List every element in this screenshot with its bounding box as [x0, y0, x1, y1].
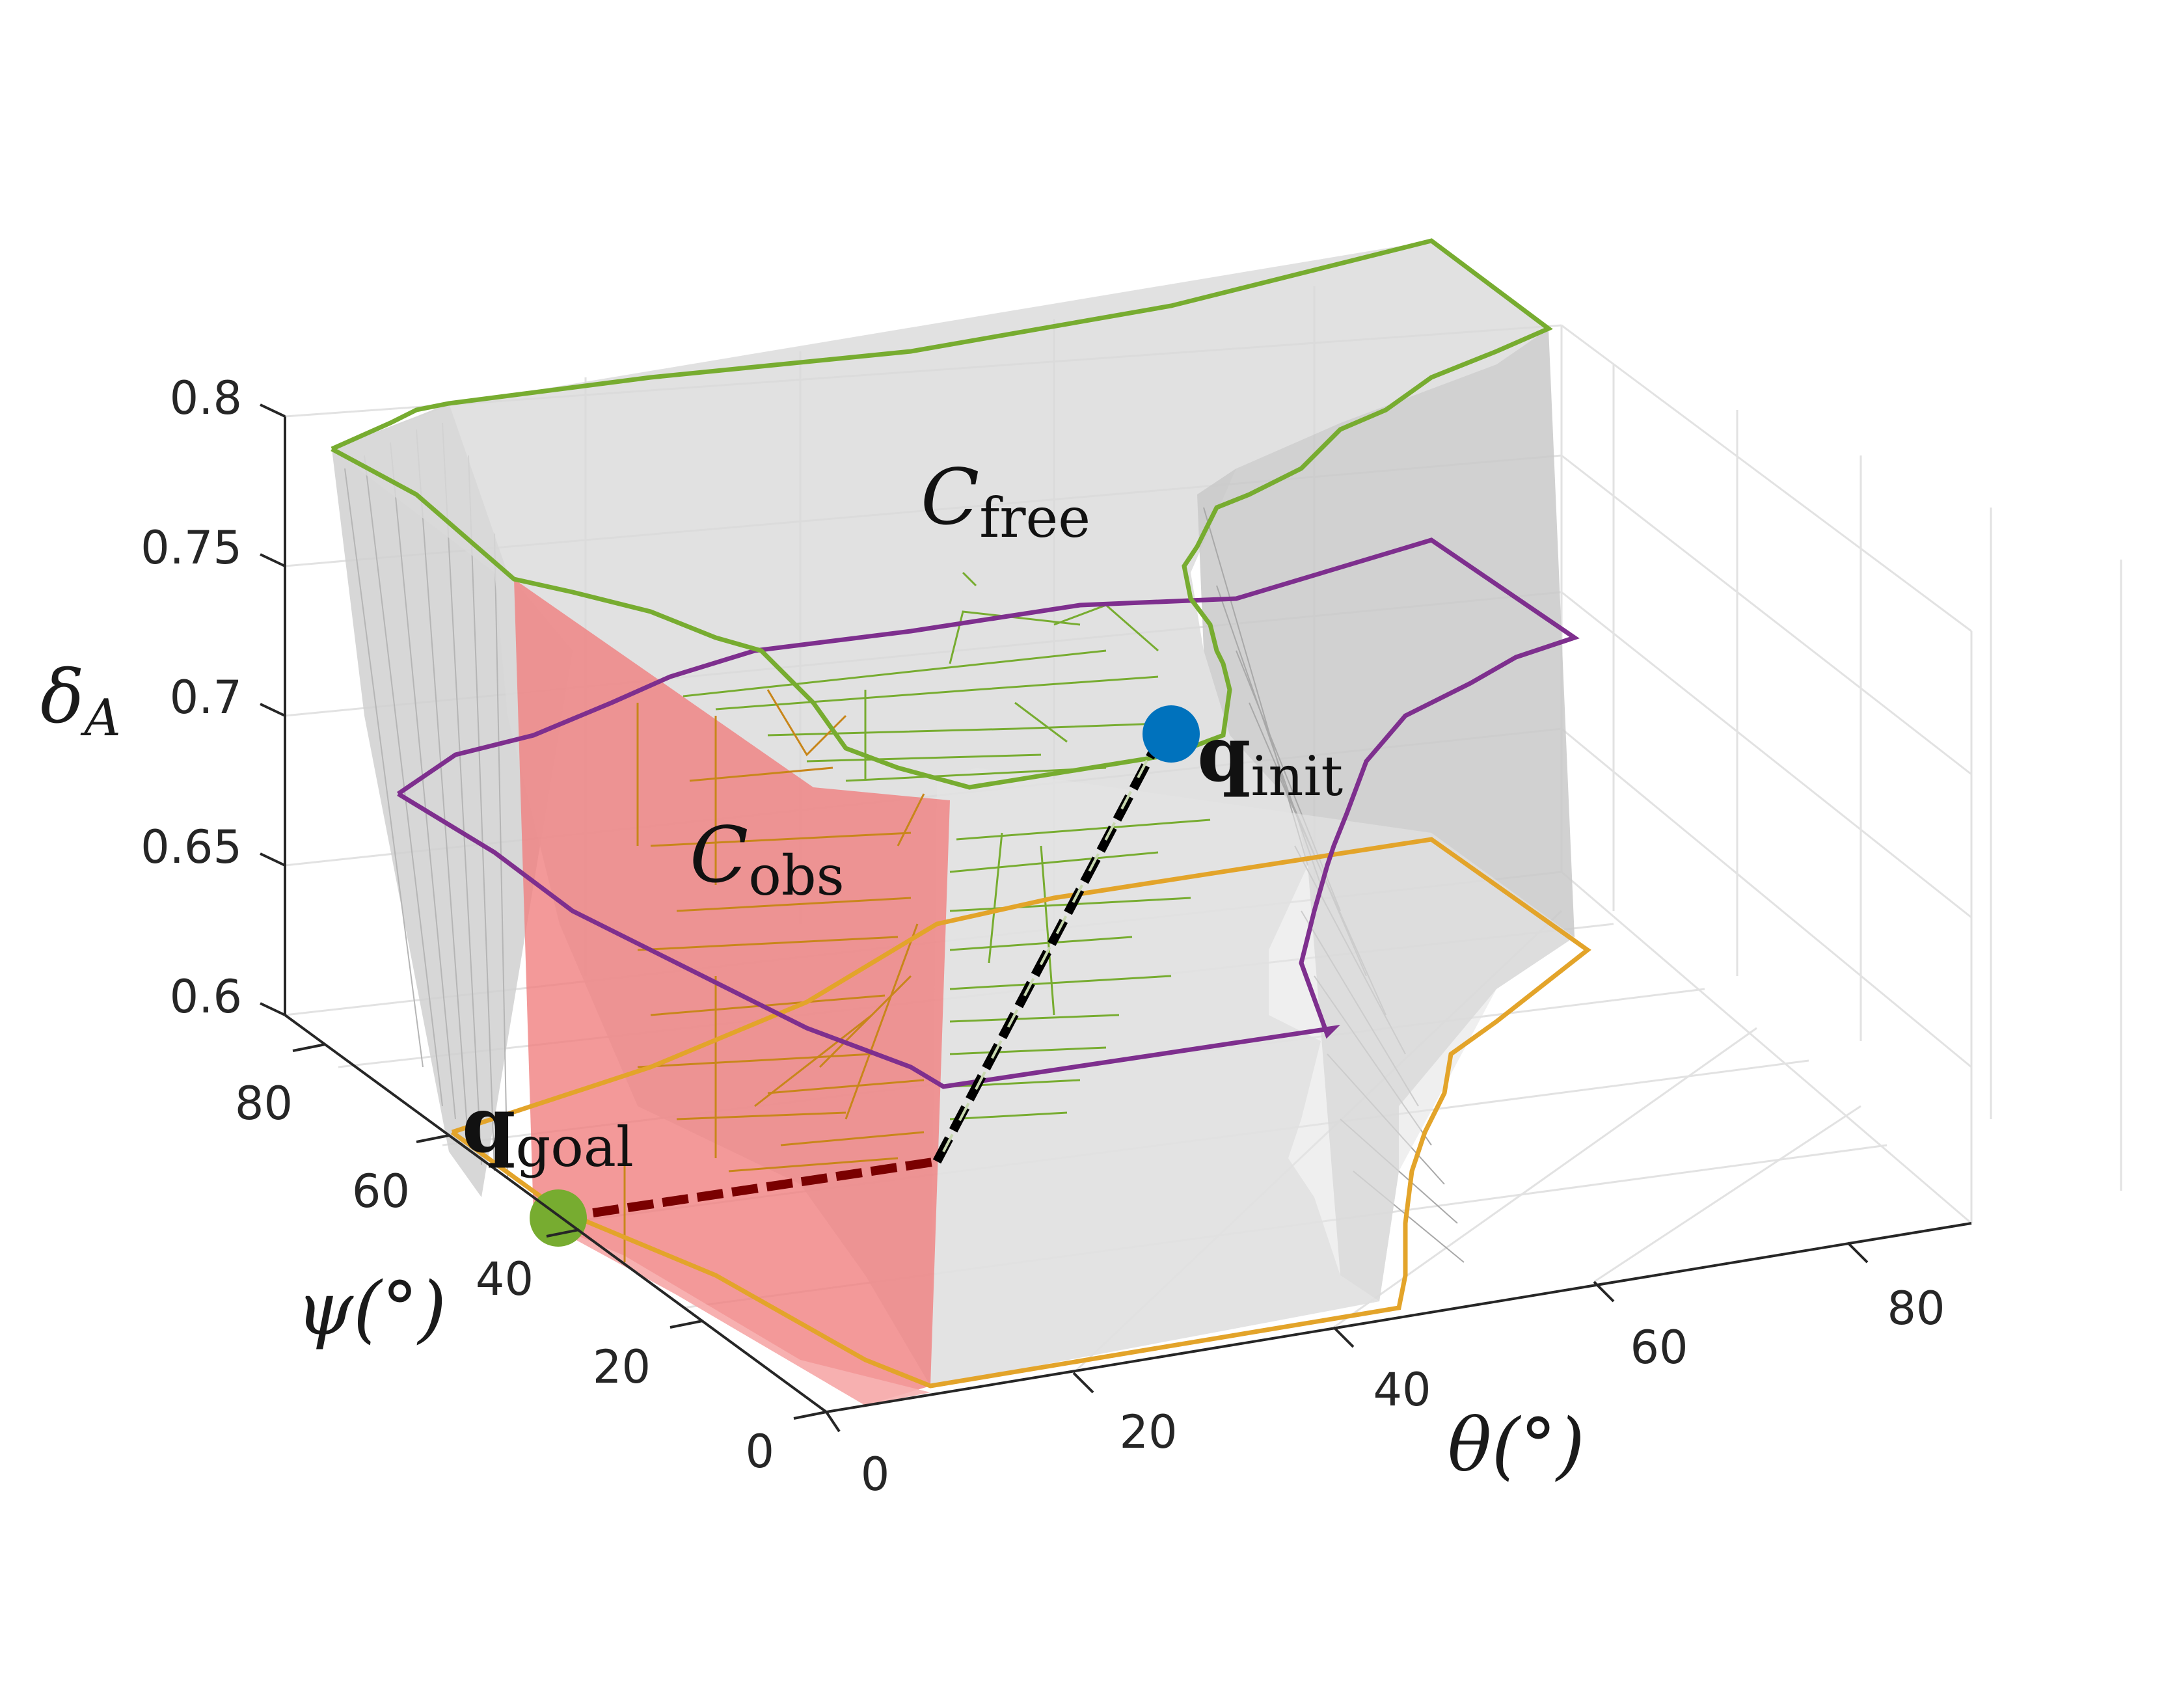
theta-axis-label: θ(°)	[1448, 1403, 1585, 1488]
slice-outline-0.6	[450, 837, 1591, 1389]
z-axis-label: δA	[40, 655, 121, 748]
theta-tick-label: 80	[1887, 1282, 1945, 1335]
psi-tick-label: 60	[352, 1165, 410, 1218]
theta-tick-label: 20	[1119, 1405, 1177, 1459]
psi-tick-label: 20	[593, 1340, 651, 1394]
goal-point	[530, 1189, 587, 1247]
theta-tick-label: 0	[861, 1448, 890, 1501]
z-tick-label: 0.8	[170, 372, 242, 425]
z-tick-label: 0.65	[141, 820, 242, 874]
z-tick-label: 0.75	[141, 521, 242, 575]
psi-tick-label: 40	[476, 1253, 534, 1306]
tick-marks	[260, 403, 1869, 1433]
slice-outline-0.8	[331, 238, 1553, 790]
goal-label: qgoal	[462, 1079, 634, 1179]
psi-axis-label: ψ(°)	[296, 1267, 446, 1351]
planned-path	[557, 739, 1163, 1223]
psi-tick-label: 0	[745, 1425, 774, 1478]
z-tick-label: 0.7	[170, 671, 242, 724]
init-point	[1143, 705, 1200, 763]
init-label: qinit	[1197, 709, 1343, 808]
theta-tick-label: 40	[1373, 1363, 1431, 1417]
z-tick-label: 0.6	[170, 970, 242, 1023]
rrt-tree-lower	[623, 689, 925, 1262]
obstacle-label: Cobs	[690, 810, 845, 908]
free-space-label: Cfree	[921, 452, 1090, 550]
theta-tick-label: 60	[1630, 1321, 1688, 1374]
slice-outline-0.7	[397, 537, 1580, 1089]
psi-tick-label: 80	[235, 1077, 293, 1130]
